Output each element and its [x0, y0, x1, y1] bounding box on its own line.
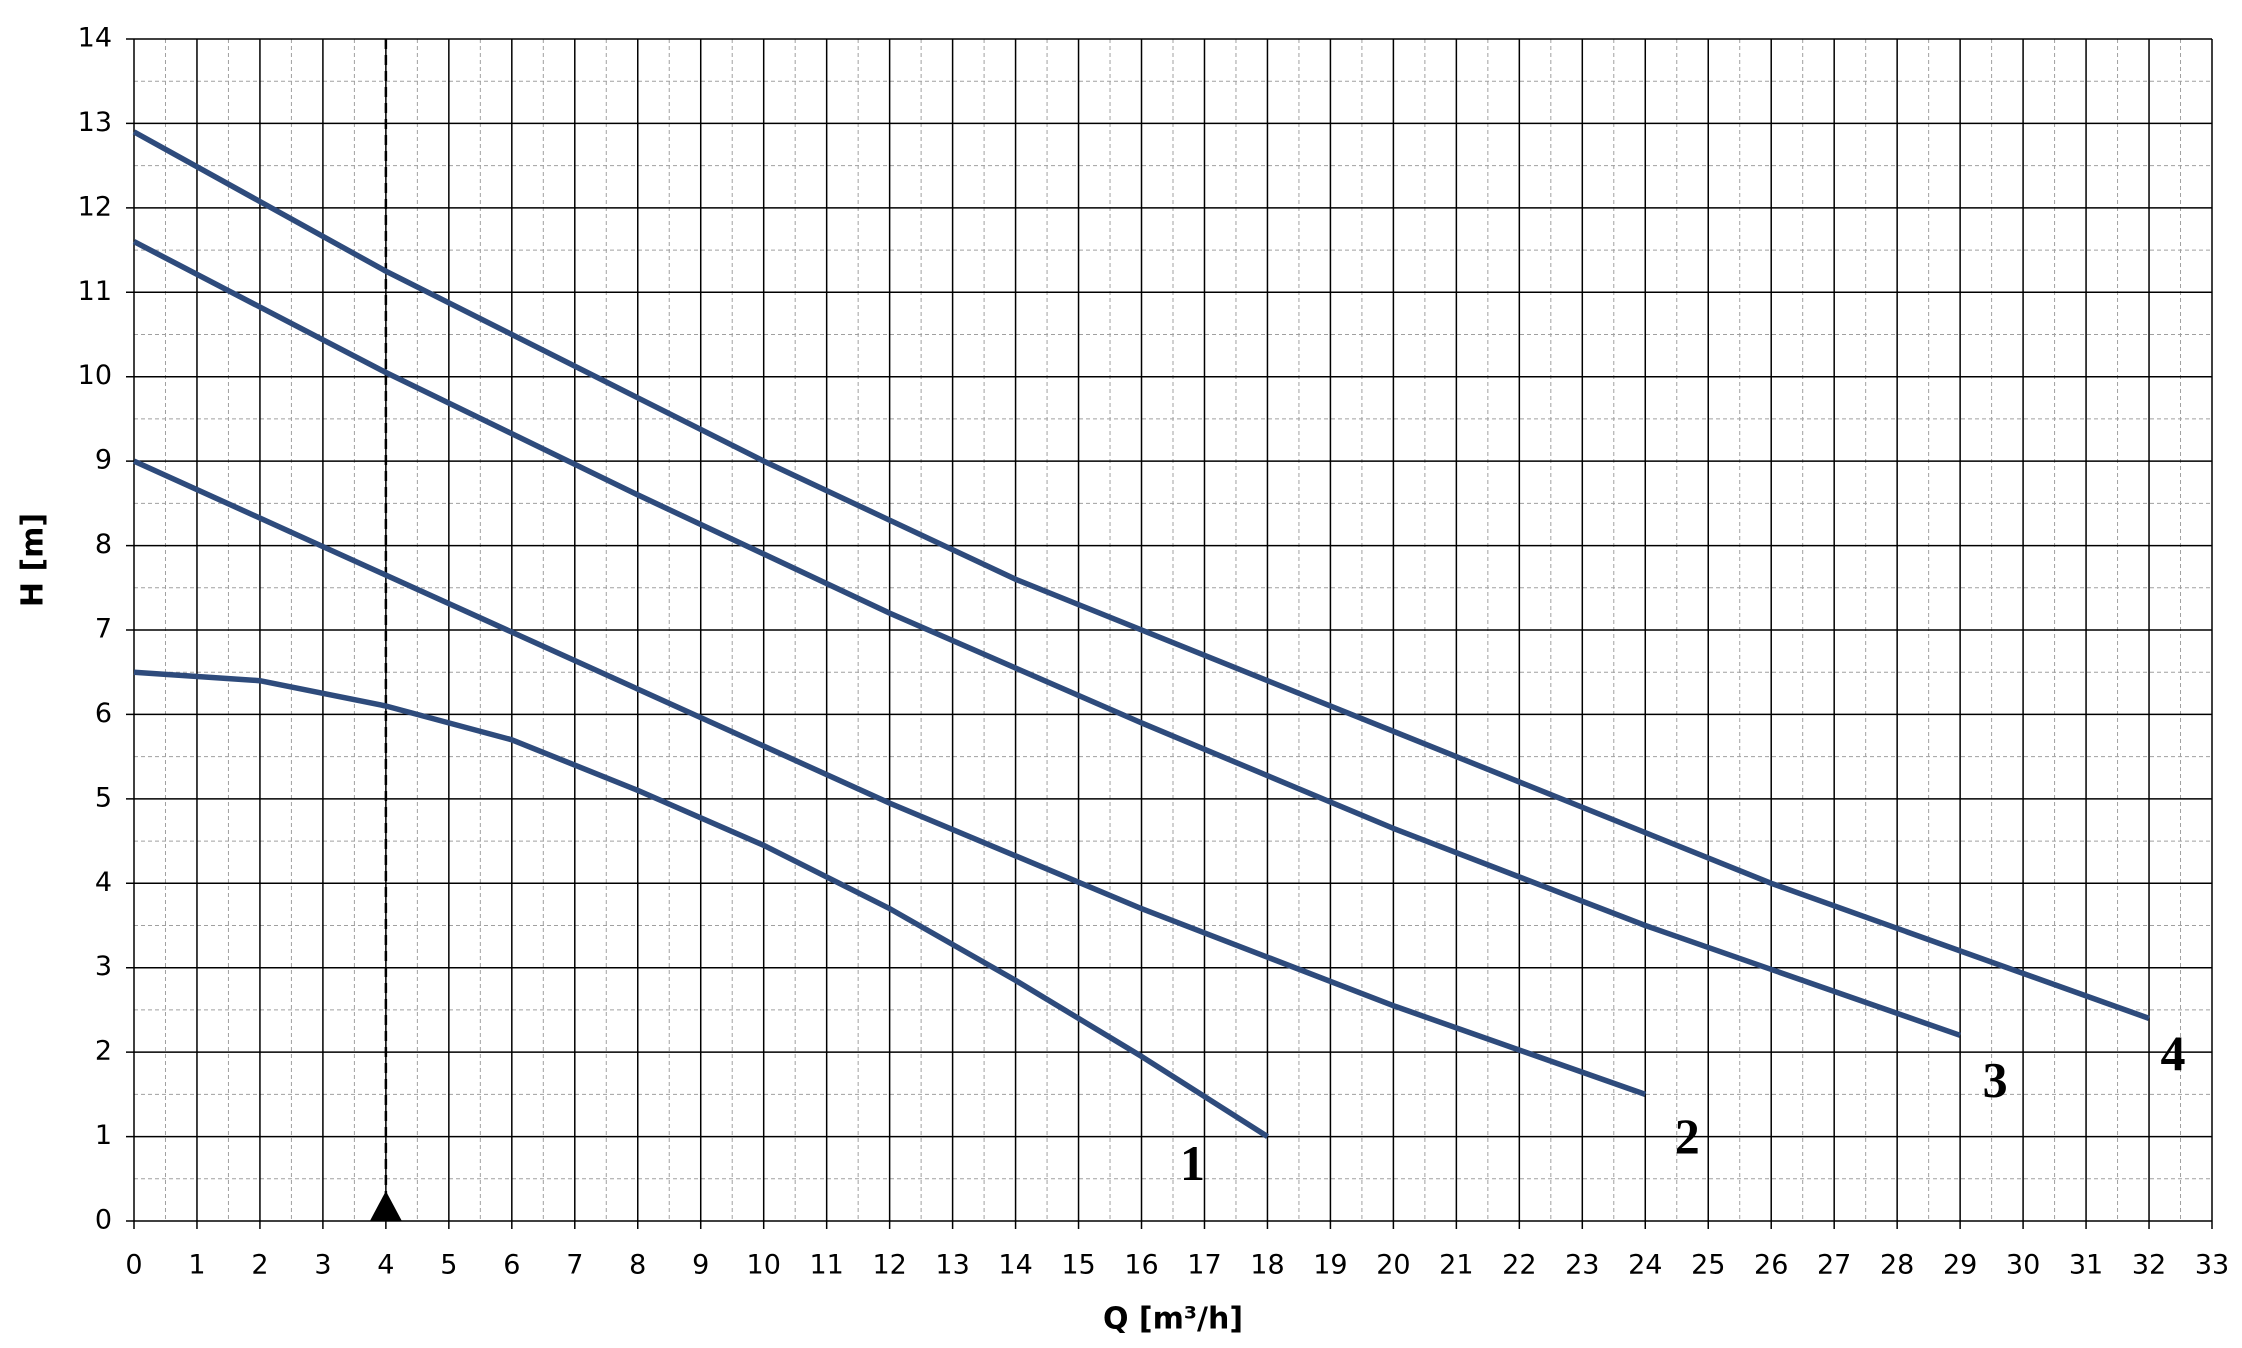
series-label: 4 — [2161, 1025, 2186, 1081]
y-tick-label: 2 — [95, 1036, 112, 1067]
x-tick-label: 3 — [314, 1250, 331, 1281]
x-tick-label: 11 — [809, 1250, 843, 1281]
x-tick-label: 1 — [188, 1250, 205, 1281]
x-tick-label: 0 — [125, 1250, 142, 1281]
series-label: 1 — [1180, 1135, 1205, 1191]
line — [132, 239, 1962, 1038]
line — [132, 458, 1647, 1097]
x-tick-label: 8 — [629, 1250, 646, 1281]
line — [133, 669, 1269, 1139]
x-tick-label: 27 — [1817, 1250, 1851, 1281]
y-tick-label: 11 — [78, 276, 112, 307]
x-tick-label: 29 — [1943, 1250, 1977, 1281]
x-tick-label: 33 — [2195, 1250, 2229, 1281]
x-tick-label: 26 — [1754, 1250, 1788, 1281]
y-tick-label: 6 — [95, 698, 112, 729]
x-tick-label: 15 — [1061, 1250, 1095, 1281]
series-label: 2 — [1675, 1108, 1700, 1164]
x-tick-label: 20 — [1376, 1250, 1410, 1281]
x-axis-title: Q [m³/h] — [1103, 1302, 1243, 1337]
x-tick-label: 23 — [1565, 1250, 1599, 1281]
line — [132, 129, 2150, 1021]
x-tick-label: 6 — [503, 1250, 520, 1281]
y-tick-label: 8 — [95, 529, 112, 560]
x-tick-label: 7 — [566, 1250, 583, 1281]
x-tick-label: 21 — [1439, 1250, 1473, 1281]
y-tick-label: 3 — [95, 951, 112, 982]
x-tick-label: 28 — [1880, 1250, 1914, 1281]
y-tick-label: 10 — [78, 360, 112, 391]
x-tick-label: 18 — [1250, 1250, 1284, 1281]
x-tick-label: 16 — [1124, 1250, 1158, 1281]
x-tick-label: 24 — [1628, 1250, 1662, 1281]
y-tick-label: 7 — [95, 614, 112, 645]
y-axis-title: H [m] — [16, 513, 51, 607]
x-tick-label: 9 — [692, 1250, 709, 1281]
y-tick-label: 14 — [78, 23, 112, 54]
y-tick-label: 1 — [95, 1120, 112, 1151]
y-tick-label: 12 — [78, 191, 112, 222]
x-tick-label: 32 — [2132, 1250, 2166, 1281]
x-tick-label: 19 — [1313, 1250, 1347, 1281]
x-tick-label: 22 — [1502, 1250, 1536, 1281]
y-tick-label: 5 — [95, 782, 112, 813]
x-tick-label: 2 — [251, 1250, 268, 1281]
x-tick-label: 10 — [747, 1250, 781, 1281]
y-tick-label: 4 — [95, 867, 112, 898]
x-tick-label: 13 — [935, 1250, 969, 1281]
x-tick-label: 14 — [998, 1250, 1032, 1281]
x-tick-label: 31 — [2069, 1250, 2103, 1281]
series-label: 3 — [1983, 1052, 2008, 1108]
y-tick-label: 0 — [95, 1205, 112, 1236]
x-tick-label: 4 — [377, 1250, 394, 1281]
x-tick-label: 5 — [440, 1250, 457, 1281]
x-tick-label: 30 — [2006, 1250, 2040, 1281]
x-tick-label: 25 — [1691, 1250, 1725, 1281]
y-tick-label: 13 — [78, 107, 112, 138]
x-tick-label: 12 — [872, 1250, 906, 1281]
x-tick-label: 17 — [1187, 1250, 1221, 1281]
y-tick-label: 9 — [95, 445, 112, 476]
reference-marker — [369, 1191, 402, 1221]
